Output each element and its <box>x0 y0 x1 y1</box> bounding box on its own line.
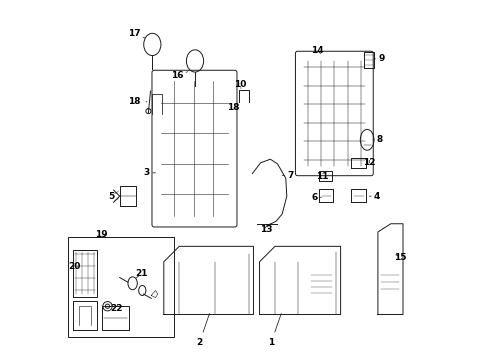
Text: 19: 19 <box>95 230 108 239</box>
Text: 20: 20 <box>68 262 80 271</box>
Text: 13: 13 <box>260 225 272 234</box>
Text: 2: 2 <box>196 314 209 347</box>
Text: 10: 10 <box>234 81 246 90</box>
Text: 6: 6 <box>311 193 321 202</box>
Text: 17: 17 <box>127 29 144 38</box>
Text: 16: 16 <box>170 71 187 80</box>
Text: 1: 1 <box>268 314 281 347</box>
Text: 3: 3 <box>143 168 155 177</box>
Text: 7: 7 <box>282 171 293 180</box>
Text: 14: 14 <box>310 46 323 55</box>
Text: 11: 11 <box>316 172 328 181</box>
Text: 5: 5 <box>108 192 121 201</box>
Bar <box>68 237 174 337</box>
Text: 8: 8 <box>372 135 383 144</box>
Text: 9: 9 <box>373 54 384 63</box>
Text: 12: 12 <box>362 158 375 167</box>
Text: 18: 18 <box>127 97 147 106</box>
Text: 15: 15 <box>393 253 406 262</box>
Text: 18: 18 <box>226 103 239 112</box>
Text: 4: 4 <box>368 192 380 201</box>
Text: 22: 22 <box>110 304 122 313</box>
Text: 21: 21 <box>135 269 147 278</box>
